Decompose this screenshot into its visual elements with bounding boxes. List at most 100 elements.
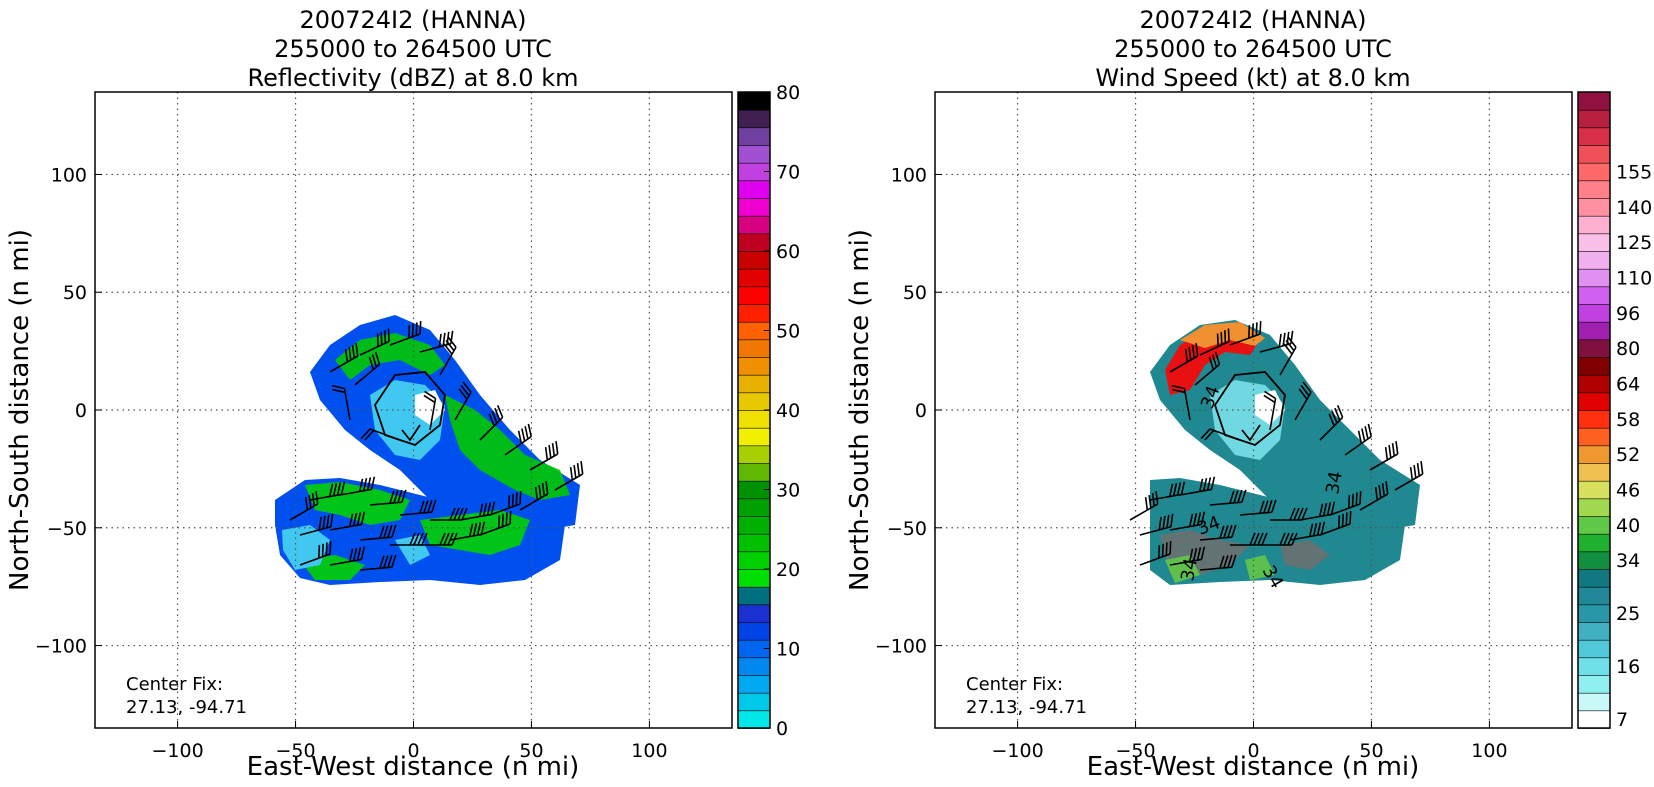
wind-barb-feather	[515, 492, 518, 506]
colorbar-cell	[1577, 233, 1611, 252]
wind-barb-feather	[1416, 463, 1421, 477]
colorbar-cell	[1577, 498, 1611, 517]
wind-barb-feather	[336, 482, 342, 496]
colorbar-cell	[737, 91, 771, 111]
wind-barb-feather	[370, 476, 376, 490]
wind-barb	[309, 481, 346, 501]
x-tick-label: 0	[407, 740, 419, 762]
wind-barb-feather	[355, 343, 359, 357]
wind-barb	[289, 491, 319, 521]
wind-barb-staff	[1269, 398, 1277, 431]
wind-barb-feather	[1227, 554, 1233, 568]
wind-barb-feather	[1211, 354, 1218, 368]
wind-barb	[479, 511, 512, 536]
wind-barb-feather	[1259, 500, 1265, 514]
wind-barb-staff	[389, 333, 421, 346]
wind-barb-feather	[344, 349, 349, 363]
wind-barb-feather	[1180, 481, 1186, 495]
wind-barb	[1129, 491, 1159, 521]
wind-barb-feather	[1158, 516, 1162, 530]
x-tick-label: −50	[275, 740, 315, 762]
wind-barb-feather	[476, 522, 482, 536]
colorbar-cell	[1577, 339, 1611, 358]
colorbar-cell	[1577, 91, 1611, 111]
x-tick-label: 100	[1471, 740, 1507, 762]
wind-barb-feather	[1283, 532, 1290, 546]
y-tick-label: 0	[915, 400, 927, 422]
wind-barb-feather	[421, 532, 428, 546]
wind-barb-feather	[374, 351, 381, 365]
wind-barb-staff	[1319, 523, 1351, 536]
wind-barb-feather	[1384, 447, 1389, 461]
wind-barb-feather	[358, 478, 364, 492]
wind-barb-staff	[1129, 503, 1159, 521]
wind-barb-feather	[443, 532, 450, 546]
wind-barb-feather	[497, 515, 501, 529]
wind-barb-feather	[490, 501, 496, 515]
wind-barb-feather	[315, 491, 319, 505]
wind-barb-feather	[1345, 512, 1348, 526]
wind-barb-feather	[356, 547, 362, 561]
y-axis-label-reflectivity: North-South distance (n mi)	[5, 229, 35, 591]
wind-barb	[1209, 489, 1247, 506]
wind-south-gray	[1160, 530, 1330, 575]
wind-barb-feather	[1334, 407, 1341, 421]
wind-barb-feather	[1320, 521, 1326, 535]
wind-barb-feather	[491, 410, 498, 424]
chart-title-wind: 200724I2 (HANNA) 255000 to 264500 UTC Wi…	[1095, 6, 1410, 92]
wind-barb-feather	[580, 461, 584, 475]
wind-barb-feather	[1395, 441, 1399, 455]
wind-barb	[369, 489, 407, 506]
colorbar-cell	[737, 268, 771, 288]
colorbar-wind: 7 16 25 34 40 46 52 58 64 80 96 110 125 140 155	[1577, 91, 1652, 731]
colorbar-cell	[1577, 621, 1611, 641]
wind-barb-feather	[1361, 428, 1366, 442]
contour-label: 34	[1322, 470, 1347, 496]
wind-barb-feather	[1191, 345, 1196, 359]
title-line-2: 255000 to 264500 UTC	[1114, 35, 1392, 63]
title-line-2: 255000 to 264500 UTC	[274, 35, 552, 63]
wind-barb	[1299, 501, 1336, 521]
wind-barb-feather	[1223, 555, 1229, 569]
wind-barb-staff	[359, 536, 392, 541]
wind-barb-feather	[409, 532, 416, 546]
wind-barb-feather	[1155, 491, 1159, 505]
x-axis-label-wind: East-West distance (n mi)	[1087, 752, 1420, 782]
wind-barb-feather	[1263, 500, 1269, 514]
wind-barb-feather	[1385, 481, 1389, 495]
colorbar-cell	[1577, 515, 1611, 535]
wind-barb-staff	[429, 398, 437, 431]
wind-barb	[389, 321, 422, 346]
colorbar-cell	[1577, 409, 1611, 429]
wind-barb-feather	[389, 490, 395, 504]
colorbar-cell	[737, 109, 771, 129]
wind-barb-staff	[354, 363, 381, 386]
colorbar-tick-label: 58	[1616, 409, 1640, 431]
wind-barb-staff	[1359, 493, 1389, 511]
wind-barb-staff	[359, 340, 390, 356]
wind-barb-staff	[329, 558, 362, 566]
wind-barb-feather	[304, 497, 309, 511]
chart-title-reflectivity: 200724I2 (HANNA) 255000 to 264500 UTC Re…	[248, 6, 579, 92]
wind-barb-feather	[1219, 525, 1225, 539]
wind-eye	[1255, 390, 1285, 425]
wind-barb-feather	[507, 495, 511, 509]
wind-barb-feather	[1172, 388, 1186, 394]
title-line-1: 200724I2 (HANNA)	[299, 6, 526, 34]
colorbar-tick-label: 60	[776, 241, 800, 263]
wind-barb-feather	[527, 423, 532, 437]
wind-barb	[359, 554, 397, 571]
wind-barb-feather	[348, 548, 354, 562]
wind-barb-feather	[423, 500, 429, 514]
axes-reflectivity: −100 −50 0 50 100 −100 −50 0 50 100	[35, 91, 733, 762]
wind-barb	[399, 499, 437, 516]
wind-barb-staff	[1229, 333, 1261, 346]
wind-barb-feather	[1249, 532, 1256, 546]
wind-barb	[390, 532, 428, 546]
center-fix-label: Center Fix:	[966, 674, 1063, 695]
wind-barb-feather	[457, 507, 464, 521]
wind-barb	[1319, 405, 1344, 441]
wind-barb-feather	[1301, 507, 1308, 521]
colorbar-tick-label: 25	[1616, 603, 1640, 625]
colorbar-cell	[737, 427, 771, 447]
